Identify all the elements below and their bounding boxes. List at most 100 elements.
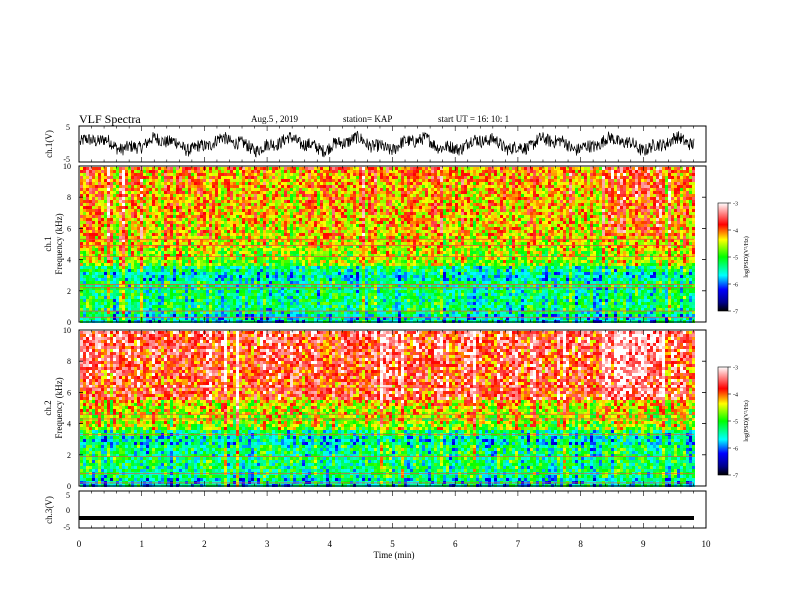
spectrogram-cell <box>254 188 257 191</box>
spectrogram-cell <box>128 278 131 281</box>
spectrogram-cell <box>254 233 257 236</box>
spectrogram-cell <box>359 257 362 260</box>
spectrogram-cell <box>260 227 263 230</box>
spectrogram-cell <box>281 293 284 296</box>
spectrogram-cell <box>239 176 242 179</box>
spectrogram-cell <box>128 176 131 179</box>
spectrogram-cell <box>251 215 254 218</box>
spectrogram-cell <box>137 293 140 296</box>
spectrogram-cell <box>230 209 233 212</box>
spectrogram-cell <box>341 284 344 287</box>
spectrogram-cell <box>269 281 272 284</box>
spectrogram-cell <box>257 212 260 215</box>
spectrogram-cell <box>143 287 146 290</box>
spectrogram-cell <box>350 296 353 299</box>
spectrogram-cell <box>185 278 188 281</box>
spectrogram-cell <box>134 251 137 254</box>
spectrogram-cell <box>278 299 281 302</box>
spectrogram-cell <box>131 254 134 257</box>
spectrogram-cell <box>119 278 122 281</box>
spectrogram-cell <box>104 185 107 188</box>
spectrogram-cell <box>122 242 125 245</box>
spectrogram-cell <box>224 278 227 281</box>
spectrogram-cell <box>155 218 158 221</box>
spectrogram-cell <box>131 188 134 191</box>
spectrogram-cell <box>185 230 188 233</box>
spectrogram-cell <box>206 227 209 230</box>
spectrogram-cell <box>206 293 209 296</box>
spectrogram-cell <box>230 170 233 173</box>
spectrogram-cell <box>302 233 305 236</box>
spectrogram-cell <box>311 176 314 179</box>
spectrogram-cell <box>257 278 260 281</box>
spectrogram-cell <box>197 293 200 296</box>
spectrogram-cell <box>167 302 170 305</box>
spectrogram-cell <box>362 266 365 269</box>
spectrogram-cell <box>329 278 332 281</box>
spectrogram-cell <box>305 257 308 260</box>
spectrogram-cell <box>296 251 299 254</box>
spectrogram-cell <box>287 194 290 197</box>
spectrogram-cell <box>287 206 290 209</box>
spectrogram-cell <box>131 245 134 248</box>
spectrogram-cell <box>233 311 236 314</box>
spectrogram-cell <box>278 239 281 242</box>
spectrogram-cell <box>269 275 272 278</box>
spectrogram-cell <box>122 278 125 281</box>
spectrogram-cell <box>266 182 269 185</box>
spectrogram-cell <box>149 311 152 314</box>
spectrogram-cell <box>206 275 209 278</box>
spectrogram-cell <box>188 248 191 251</box>
spectrogram-cell <box>116 224 119 227</box>
spectrogram-cell <box>266 263 269 266</box>
spectrogram-cell <box>344 194 347 197</box>
spectrogram-cell <box>320 236 323 239</box>
spectrogram-cell <box>104 254 107 257</box>
spectrogram-cell <box>299 215 302 218</box>
spectrogram-cell <box>212 257 215 260</box>
spectrogram-cell <box>272 239 275 242</box>
spectrogram-cell <box>269 224 272 227</box>
spectrogram-cell <box>170 176 173 179</box>
spectrogram-cell <box>281 299 284 302</box>
spectrogram-cell <box>338 296 341 299</box>
spectrogram-cell <box>125 221 128 224</box>
spectrogram-cell <box>152 290 155 293</box>
spectrogram-cell <box>332 269 335 272</box>
spectrogram-cell <box>122 191 125 194</box>
spectrogram-cell <box>113 284 116 287</box>
spectrogram-cell <box>179 176 182 179</box>
spectrogram-cell <box>146 182 149 185</box>
spectrogram-cell <box>155 284 158 287</box>
spectrogram-cell <box>224 272 227 275</box>
spectrogram-cell <box>224 200 227 203</box>
spectrogram-cell <box>335 215 338 218</box>
spectrogram-cell <box>326 236 329 239</box>
spectrogram-cell <box>308 194 311 197</box>
spectrogram-cell <box>176 251 179 254</box>
spectrogram-cell <box>311 299 314 302</box>
spectrogram-cell <box>245 224 248 227</box>
spectrogram-cell <box>299 305 302 308</box>
spectrogram-cell <box>131 197 134 200</box>
spectrogram-cell <box>125 260 128 263</box>
spectrogram-cell <box>281 194 284 197</box>
spectrogram-cell <box>248 287 251 290</box>
spectrogram-cell <box>233 296 236 299</box>
spectrogram-cell <box>83 266 86 269</box>
spectrogram-cell <box>164 305 167 308</box>
spectrogram-cell <box>239 194 242 197</box>
spectrogram-cell <box>365 287 368 290</box>
spectrogram-cell <box>296 305 299 308</box>
spectrogram-cell <box>113 242 116 245</box>
spectrogram-cell <box>110 293 113 296</box>
spectrogram-cell <box>164 263 167 266</box>
spectrogram-cell <box>314 284 317 287</box>
spectrogram-cell <box>146 173 149 176</box>
spectrogram-cell <box>236 173 239 176</box>
spectrogram-cell <box>167 254 170 257</box>
spectrogram-cell <box>317 305 320 308</box>
spectrogram-cell <box>179 221 182 224</box>
spectrogram-cell <box>242 203 245 206</box>
spectrogram-cell <box>263 239 266 242</box>
